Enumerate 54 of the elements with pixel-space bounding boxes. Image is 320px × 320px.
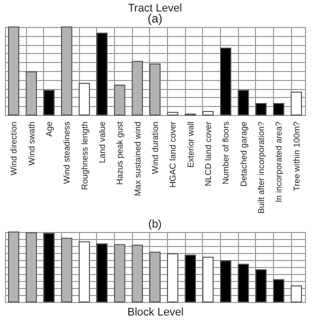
bar [8,232,20,302]
x-tick-label: Wind swath [26,121,36,166]
bar [255,269,267,302]
bar [167,253,178,302]
x-tick-label: Number of floors [220,122,231,184]
bar [96,243,108,302]
bar [149,63,161,116]
bar [132,60,143,116]
bar [220,48,232,116]
chart-title: Tract Level [128,2,182,14]
bar [43,90,55,116]
bar [78,241,90,302]
x-tick-label: NLCD land cover [203,121,214,186]
x-tick-label: Built after incorporation? [256,121,266,214]
bar [26,71,37,116]
bar [202,256,214,302]
bar [167,112,178,116]
x-tick-label: Wind duration [150,121,160,174]
x-tick-label: Wind steadiness [62,122,72,184]
bar [8,26,20,116]
bar [43,232,55,302]
x-tick-label: In incorporated area? [274,121,284,202]
bar [238,264,249,302]
bar [61,238,72,302]
bar [290,285,302,302]
bar [61,26,72,116]
x-tick-label: Age [44,121,54,137]
bar [96,32,108,116]
x-tick-label: Land value [96,121,107,164]
bar [238,90,249,116]
bar [78,82,90,116]
x-tick-label: Roughness length [79,121,90,190]
x-tick-label: Exterior wall [185,121,196,168]
x-tick-label: Wind direction [8,121,19,176]
x-axis-title: Block Level [127,306,184,318]
x-tick-label: HGAC land cover [168,121,178,188]
bar [273,103,284,116]
bar [202,110,214,116]
x-tick-label: Detached garage [238,121,248,187]
chart-title: (b) [148,218,162,230]
x-tick-label: Hazus peak gust [114,120,125,185]
bar [132,244,143,302]
bar [26,232,37,302]
bar [114,84,126,116]
bar [184,254,196,302]
x-tick-label: Max sustained wind [132,121,142,196]
bar [290,92,302,116]
bar [220,260,232,302]
bar [255,103,267,116]
chart-subtitle: (a) [148,12,162,26]
bar [149,252,161,302]
bar [114,244,126,302]
x-tick-label: Tree within 100m? [291,121,302,192]
bar [273,279,284,302]
